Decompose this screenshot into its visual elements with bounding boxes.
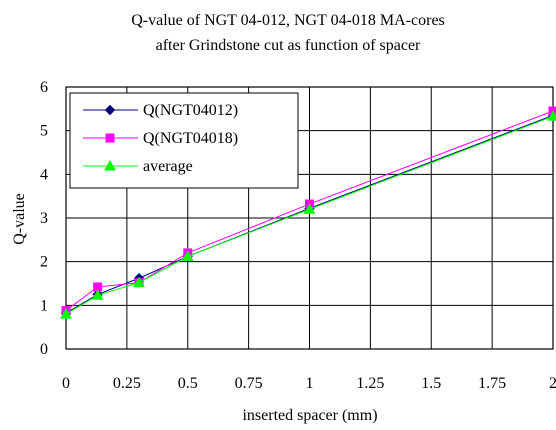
- series-3-line: [65, 115, 554, 315]
- y-tick-label: 5: [40, 123, 48, 140]
- y-tick-label: 2: [40, 254, 48, 271]
- chart-title: Q-value of NGT 04-012, NGT 04-018 MA-cor…: [131, 12, 445, 54]
- x-tick-label: 1.5: [421, 375, 441, 392]
- chart-title-line-2: after Grindstone cut as function of spac…: [156, 37, 421, 54]
- series-layer: [60, 106, 556, 319]
- series-3-point: [181, 250, 194, 261]
- legend-label-3: average: [143, 158, 193, 175]
- legend: Q(NGT04012) Q(NGT04018) average: [69, 92, 299, 189]
- x-tick-label: 2: [549, 375, 556, 392]
- x-tick-label: 0.5: [178, 375, 198, 392]
- x-tick-label: 0.75: [235, 375, 263, 392]
- chart-title-line-1: Q-value of NGT 04-012, NGT 04-018 MA-cor…: [131, 12, 445, 29]
- x-axis-ticks: 0 0.25 0.5 0.75 1 1.25 1.5 1.75 2: [62, 375, 556, 392]
- series-3-point: [303, 203, 316, 214]
- series-3-point: [60, 308, 72, 319]
- y-tick-label: 1: [40, 297, 48, 314]
- y-axis-label: Q-value: [11, 193, 28, 245]
- x-tick-label: 0: [62, 375, 70, 392]
- y-axis-ticks: 0 1 2 3 4 5 6: [40, 79, 48, 358]
- legend-marker-2: [105, 133, 115, 143]
- series-2-line: [65, 110, 554, 311]
- legend-label-1: Q(NGT04012): [143, 102, 238, 119]
- y-tick-label: 4: [40, 166, 48, 183]
- y-tick-label: 6: [40, 79, 48, 96]
- x-tick-label: 0.25: [113, 375, 141, 392]
- series-3-point: [91, 289, 104, 300]
- series-3: [60, 110, 556, 319]
- series-3-point: [133, 276, 145, 288]
- x-tick-label: 1.25: [356, 375, 384, 392]
- y-tick-label: 0: [40, 341, 48, 358]
- plot-area-frame: [65, 86, 554, 350]
- y-tick-label: 3: [40, 210, 48, 227]
- x-axis-label: inserted spacer (mm): [242, 407, 377, 424]
- legend-marker-3: [104, 159, 116, 171]
- legend-marker-1: [104, 104, 116, 116]
- x-tick-label: 1.75: [478, 375, 506, 392]
- x-tick-label: 1: [306, 375, 314, 392]
- legend-label-2: Q(NGT04018): [143, 130, 238, 147]
